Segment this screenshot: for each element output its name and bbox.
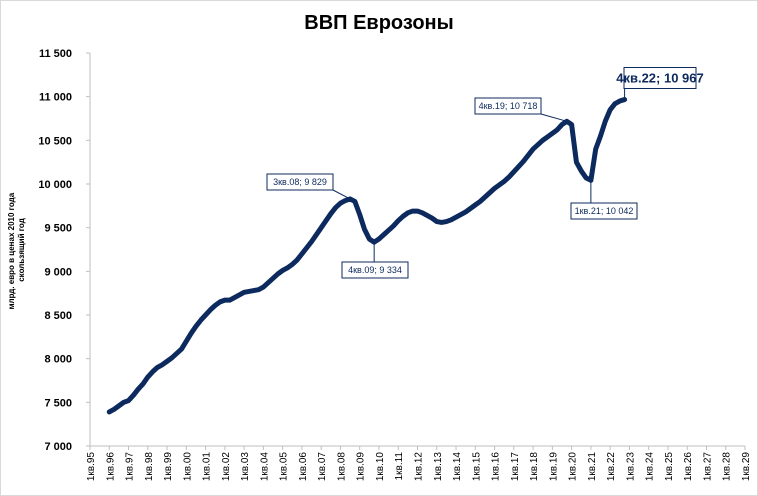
x-tick-label: 1кв.26 (683, 452, 694, 482)
x-tick-label: 1кв.23 (625, 452, 636, 482)
x-tick-label: 1кв.04 (259, 452, 270, 482)
x-tick-label: 1кв.16 (491, 452, 502, 482)
x-tick-label: 1кв.06 (298, 452, 309, 482)
x-tick-label: 1кв.19 (548, 452, 559, 482)
x-tick-label: 1кв.29 (741, 452, 752, 482)
callout-label: 1кв.21; 10 042 (575, 206, 634, 216)
x-tick-label: 1кв.98 (144, 452, 155, 482)
x-tick-label: 1кв.07 (317, 452, 328, 482)
callout-box (474, 97, 542, 115)
callout-box (623, 67, 697, 89)
x-tick-label: 1кв.97 (125, 452, 136, 482)
x-tick-label: 1кв.21 (587, 452, 598, 482)
y-tick-label: 9 000 (44, 266, 72, 278)
x-tick-label: 1кв.08 (336, 452, 347, 482)
y-axis-label-line: млрд. евро в ценах 2010 года (7, 192, 16, 309)
callout-label: 4кв.09; 9 334 (348, 265, 402, 275)
x-tick-label: 1кв.95 (86, 452, 97, 482)
x-tick-label: 1кв.01 (202, 452, 213, 482)
x-tick-label: 1кв.22 (606, 452, 617, 482)
x-tick-label: 1кв.14 (452, 452, 463, 482)
x-tick-label: 1кв.24 (645, 452, 656, 482)
x-tick-label: 1кв.99 (163, 452, 174, 482)
x-tick-label: 1кв.02 (221, 452, 232, 482)
x-tick-label: 1кв.28 (722, 452, 733, 482)
x-tick-label: 1кв.20 (568, 452, 579, 482)
x-tick-label: 1кв.09 (356, 452, 367, 482)
callout-leader (332, 189, 351, 200)
x-tick-label: 1кв.10 (375, 452, 386, 482)
x-tick-label: 1кв.25 (664, 452, 675, 482)
callout-leader (540, 113, 567, 122)
x-tick-label: 1кв.17 (510, 452, 521, 482)
y-axis-label-line: скользящий год (17, 218, 26, 282)
x-tick-label: 1кв.27 (702, 452, 713, 482)
y-tick-label: 11 000 (39, 92, 72, 104)
x-tick-label: 1кв.03 (240, 452, 251, 482)
y-axis-label: млрд. евро в ценах 2010 года скользящий … (7, 191, 26, 310)
x-tick-label: 1кв.15 (471, 452, 482, 482)
x-tick-label: 1кв.18 (529, 452, 540, 482)
callout-box (266, 173, 334, 191)
y-tick-label: 10 000 (38, 179, 72, 191)
series-line (106, 97, 628, 415)
callout-label: 4кв.19; 10 718 (479, 101, 538, 111)
y-tick-label: 8 000 (44, 354, 72, 366)
y-tick-label: 7 000 (44, 441, 72, 453)
x-tick-label: 1кв.96 (105, 452, 116, 482)
y-tick-label: 7 500 (44, 397, 72, 409)
x-tick-label: 1кв.05 (279, 452, 290, 482)
chart-title: ВВП Еврозоны (304, 12, 453, 34)
x-tick-label: 1кв.12 (414, 452, 425, 482)
x-tick-label: 1кв.00 (182, 452, 193, 482)
y-tick-label: 9 500 (44, 223, 72, 235)
callout-label: 4кв.22; 10 967 (616, 71, 704, 86)
callout-label: 3кв.08; 9 829 (273, 177, 327, 187)
y-tick-label: 8 500 (44, 310, 72, 322)
callout-box (341, 261, 409, 279)
y-tick-label: 10 500 (38, 135, 72, 147)
x-tick-label: 1кв.11 (394, 452, 405, 481)
y-tick-label: 11 500 (39, 48, 72, 60)
x-tick-label: 1кв.13 (433, 452, 444, 482)
callout-box (570, 202, 638, 220)
